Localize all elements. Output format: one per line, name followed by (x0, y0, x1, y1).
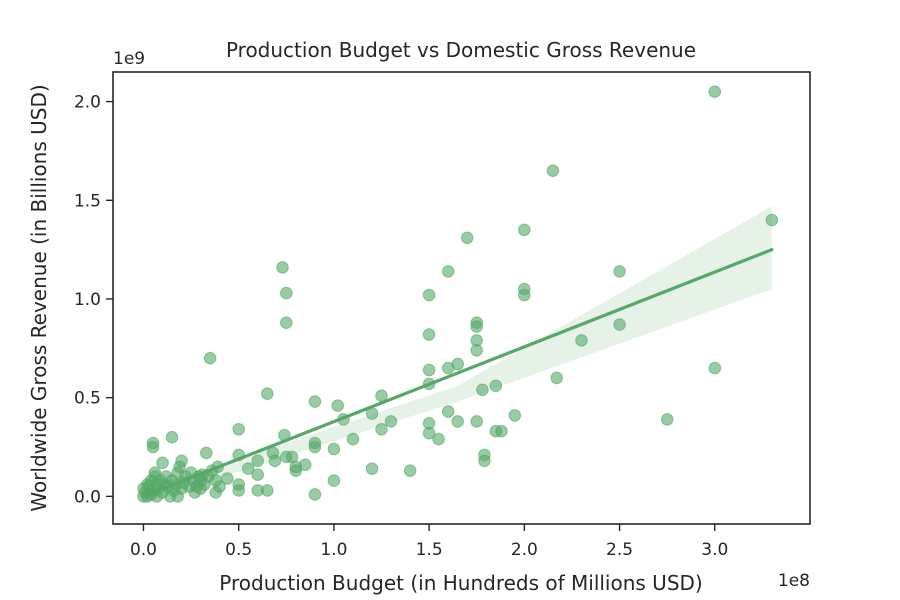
data-point (708, 85, 722, 98)
data-point (508, 409, 522, 422)
data-point (213, 480, 226, 493)
data-point (156, 456, 169, 470)
data-point (451, 357, 465, 371)
data-point (422, 288, 436, 302)
data-point (308, 488, 322, 501)
y-tick-label: 2.0 (74, 93, 101, 113)
data-point (495, 424, 508, 438)
data-point (375, 423, 388, 436)
data-point (251, 454, 265, 468)
x-axis-ticks: 0.0 0.5 1.0 1.5 2.0 2.5 3.0 (130, 524, 728, 560)
data-point (470, 415, 484, 428)
y-axis-label: Worldwide Gross Revenue (in Billions USD… (27, 84, 51, 511)
data-point (470, 320, 484, 333)
data-point (280, 316, 293, 330)
data-point (146, 440, 160, 454)
x-tick-label: 0.5 (225, 540, 252, 560)
plot-frame (112, 71, 811, 525)
data-point (422, 363, 436, 377)
x-tick-label: 1.0 (320, 540, 347, 560)
x-axis-label: Production Budget (in Hundreds of Millio… (219, 571, 702, 595)
data-point (550, 371, 564, 385)
data-point (346, 432, 360, 446)
data-point (470, 344, 484, 357)
data-point (403, 464, 417, 478)
data-point (613, 265, 626, 278)
data-point (327, 442, 341, 456)
data-point (165, 430, 179, 444)
data-point (241, 462, 255, 476)
x-tick-label: 2.0 (511, 540, 538, 560)
data-point (276, 261, 289, 274)
y-tick-label: 0.0 (74, 487, 101, 507)
data-point (203, 351, 217, 365)
data-point (660, 413, 674, 426)
data-point (365, 462, 379, 476)
data-point (232, 423, 245, 436)
data-point (331, 399, 345, 412)
data-point (384, 415, 398, 428)
regression-line-layer (141, 248, 774, 498)
data-point (261, 484, 274, 497)
data-point (478, 454, 491, 468)
data-point (460, 231, 474, 245)
data-point (441, 405, 455, 418)
y-tick-label: 1.0 (74, 290, 101, 310)
y-axis-offset-label: 1e9 (113, 49, 145, 69)
x-tick-label: 3.0 (701, 540, 728, 560)
data-point (327, 474, 341, 487)
data-point (441, 265, 455, 278)
data-point (432, 432, 445, 446)
data-point (221, 472, 234, 485)
data-point (476, 383, 489, 397)
x-tick-label: 1.5 (416, 540, 443, 560)
data-point (268, 454, 282, 468)
data-point (299, 458, 312, 472)
data-point (422, 328, 436, 341)
data-point (451, 415, 465, 428)
data-point (308, 440, 322, 454)
data-point (308, 395, 322, 408)
data-point (546, 164, 560, 177)
data-point (518, 223, 531, 237)
y-axis-ticks: 0.0 0.5 1.0 1.5 2.0 (74, 93, 113, 507)
regression-line (141, 248, 774, 498)
data-point (489, 379, 503, 393)
data-point (232, 484, 245, 497)
data-point (261, 387, 274, 401)
data-point (175, 454, 188, 468)
x-tick-label: 2.5 (606, 540, 633, 560)
x-axis-offset-label: 1e8 (778, 571, 810, 591)
data-point (765, 213, 779, 227)
y-tick-label: 0.5 (74, 389, 101, 409)
data-point (575, 334, 588, 347)
data-point (613, 318, 626, 331)
y-tick-label: 1.5 (74, 191, 101, 211)
data-point (708, 361, 722, 375)
data-point (518, 288, 531, 302)
data-point (289, 464, 303, 478)
x-tick-label: 0.0 (130, 540, 157, 560)
chart-title: Production Budget vs Domestic Gross Reve… (226, 38, 696, 62)
data-point (280, 286, 293, 300)
data-point (200, 446, 213, 460)
data-point (251, 468, 265, 482)
data-point (422, 426, 436, 440)
